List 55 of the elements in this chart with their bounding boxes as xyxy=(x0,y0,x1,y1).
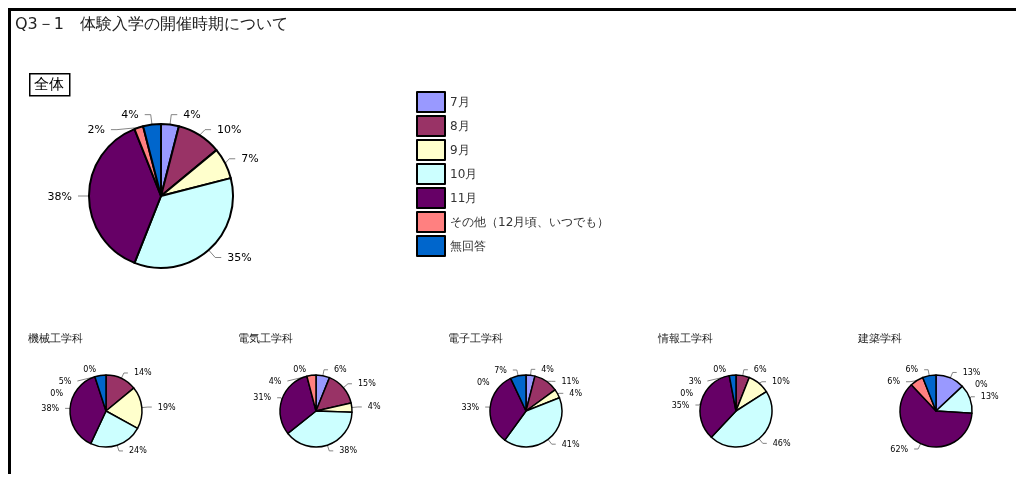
legend-label: その他（12月頃、いつでも） xyxy=(450,215,610,229)
data-label: 4% xyxy=(541,364,555,374)
legend-label: 9月 xyxy=(450,143,470,157)
data-label: 10% xyxy=(217,123,242,137)
data-label: 38% xyxy=(339,446,358,456)
data-label: 6% xyxy=(905,365,919,375)
data-label: 31% xyxy=(253,393,272,403)
data-label: 6% xyxy=(887,377,901,387)
text: 0% xyxy=(293,364,306,374)
legend-label: 7月 xyxy=(450,95,470,109)
slice-label: 建築学科 xyxy=(857,332,902,345)
data-label: 35% xyxy=(671,400,690,410)
data-label: 33% xyxy=(461,402,480,412)
data-label: 5% xyxy=(58,376,72,386)
data-label: 10% xyxy=(771,377,791,387)
legend-label: 8月 xyxy=(450,119,470,133)
text: Q3－1 体験入学の開催時期について xyxy=(15,13,288,33)
data-label: 6% xyxy=(334,365,348,375)
text: 0% xyxy=(83,364,96,374)
slice-label: 機械工学科 xyxy=(28,332,83,345)
text: 0% xyxy=(713,364,726,374)
data-label: 13% xyxy=(962,367,981,377)
data-label: 11% xyxy=(561,376,580,386)
text: 0% xyxy=(50,388,63,398)
data-label: 46% xyxy=(772,438,791,448)
legend-label: 無回答 xyxy=(450,239,486,253)
data-label: 4% xyxy=(569,388,583,398)
data-label: 14% xyxy=(133,368,153,378)
data-label: 38% xyxy=(47,189,72,203)
data-label: 24% xyxy=(128,446,148,456)
text: 0% xyxy=(680,388,693,398)
legend-label: 10月 xyxy=(450,167,478,181)
data-label: 7% xyxy=(494,365,508,375)
data-label: 62% xyxy=(890,444,909,454)
slice-label: 電気工学科 xyxy=(238,332,293,345)
data-label: 7% xyxy=(241,152,259,166)
data-label: 3% xyxy=(688,376,702,386)
text: 0% xyxy=(476,377,490,387)
data-label: 4% xyxy=(268,376,282,386)
data-label: 38% xyxy=(41,403,60,413)
data-label: 41% xyxy=(561,439,580,449)
data-label: 2% xyxy=(87,123,105,137)
data-label: 19% xyxy=(157,402,176,412)
data-label: 15% xyxy=(357,379,377,389)
slice-label: 全体 xyxy=(33,75,64,94)
data-label: 35% xyxy=(227,251,252,265)
data-label: 4% xyxy=(183,108,201,122)
data-label: 13% xyxy=(980,392,1000,402)
data-label: 6% xyxy=(753,365,767,375)
data-label: 4% xyxy=(121,108,139,122)
legend-label: 11月 xyxy=(450,191,478,205)
slice-label: 電子工学科 xyxy=(448,332,503,345)
data-label: 4% xyxy=(367,402,381,412)
slice-label: 情報工学科 xyxy=(657,332,713,345)
text: 0% xyxy=(974,379,988,389)
